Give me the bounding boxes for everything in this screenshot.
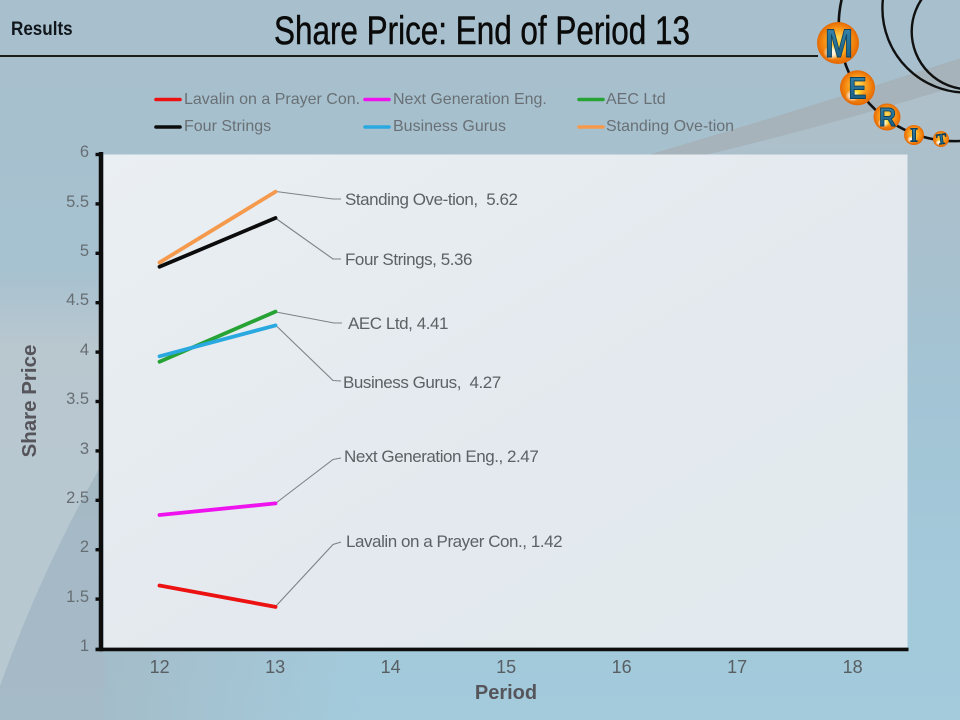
svg-text:T: T <box>936 131 948 148</box>
svg-text:M: M <box>825 22 853 66</box>
svg-text:R: R <box>879 102 896 132</box>
svg-text:I: I <box>910 125 918 147</box>
svg-text:E: E <box>849 71 867 106</box>
